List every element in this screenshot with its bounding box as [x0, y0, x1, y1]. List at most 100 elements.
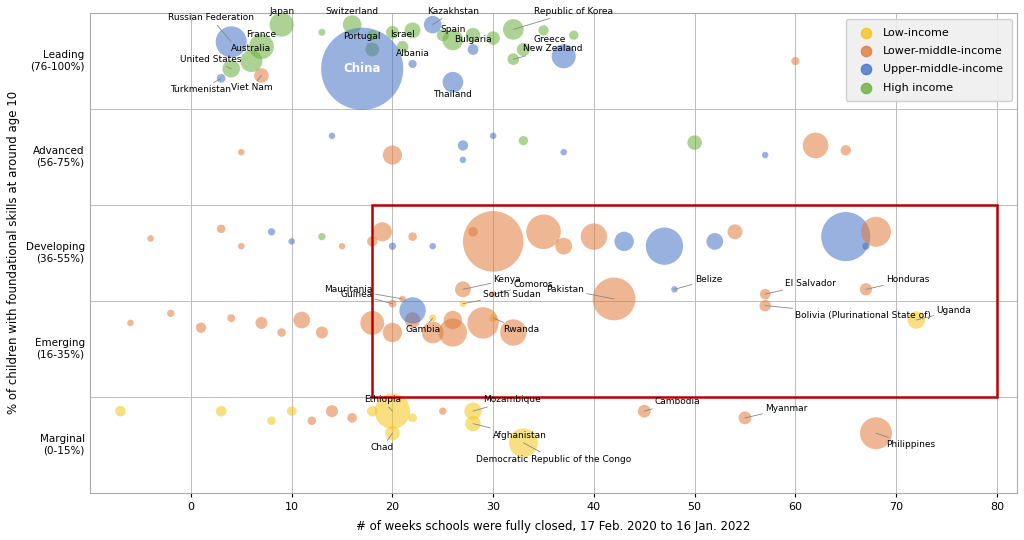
Point [686, 138, 702, 147]
Point [163, 309, 179, 318]
Text: France: France [247, 30, 276, 39]
Point [273, 328, 290, 337]
Point [444, 36, 461, 44]
Text: South Sudan: South Sudan [463, 289, 541, 303]
Text: Honduras: Honduras [866, 275, 930, 289]
Point [365, 31, 381, 39]
Point [384, 299, 400, 308]
Text: Spain: Spain [440, 25, 466, 34]
Point [404, 59, 421, 68]
Text: Comoros: Comoros [494, 280, 553, 294]
Point [807, 141, 823, 150]
Point [616, 237, 633, 246]
Point [858, 242, 874, 251]
Point [344, 21, 360, 29]
Point [404, 306, 421, 315]
Point [313, 28, 330, 37]
Text: Viet Nam: Viet Nam [230, 76, 272, 92]
Point [284, 407, 300, 415]
Point [757, 151, 773, 159]
Point [908, 316, 925, 325]
Point [434, 31, 451, 39]
Point [394, 295, 411, 303]
Point [555, 52, 571, 60]
Text: New Zealand: New Zealand [513, 44, 583, 59]
Text: Kenya: Kenya [463, 275, 521, 289]
Text: China: China [343, 62, 381, 75]
Point [707, 237, 723, 246]
Point [737, 414, 754, 422]
Point [505, 25, 521, 33]
Point [838, 146, 854, 154]
Point [294, 316, 310, 325]
Point [425, 314, 441, 322]
Point [465, 420, 481, 428]
Point [365, 319, 381, 327]
Point [444, 316, 461, 325]
Point [425, 242, 441, 251]
Point [384, 429, 400, 437]
Point [515, 137, 531, 145]
Point [757, 301, 773, 310]
Point [233, 148, 250, 157]
Point [505, 328, 521, 337]
Point [455, 156, 471, 164]
Point [867, 429, 884, 437]
Point [113, 407, 129, 415]
Point [485, 290, 502, 299]
Point [867, 227, 884, 236]
Point [465, 407, 481, 415]
Point [536, 26, 552, 35]
Point [425, 328, 441, 337]
Point [787, 57, 804, 65]
Text: Guinea: Guinea [340, 289, 392, 303]
Point [384, 407, 400, 415]
Text: Kazakhstan: Kazakhstan [427, 6, 479, 25]
Point [253, 42, 269, 51]
Point [213, 74, 229, 83]
Point [727, 227, 743, 236]
Point [384, 328, 400, 337]
Text: United States: United States [180, 55, 242, 69]
Point [505, 55, 521, 64]
Point [324, 407, 340, 415]
Point [475, 319, 492, 327]
Point [193, 323, 209, 332]
Point [485, 314, 502, 322]
Point [667, 285, 683, 294]
Point [838, 232, 854, 241]
Point [253, 319, 269, 327]
Point [384, 151, 400, 159]
Point [284, 237, 300, 246]
Point [213, 225, 229, 233]
Text: Portugal: Portugal [343, 32, 381, 50]
Point [404, 414, 421, 422]
Point [565, 31, 582, 39]
X-axis label: # of weeks schools were fully closed, 17 Feb. 2020 to 16 Jan. 2022: # of weeks schools were fully closed, 17… [356, 520, 751, 533]
Text: Ethiopia: Ethiopia [364, 395, 400, 411]
Text: Mozambique: Mozambique [473, 395, 541, 411]
Text: Philippines: Philippines [876, 433, 935, 449]
Point [485, 132, 502, 140]
Text: Belize: Belize [675, 275, 722, 289]
Point [404, 316, 421, 325]
Text: Switzerland: Switzerland [326, 6, 379, 16]
Point [263, 227, 280, 236]
Text: Israel: Israel [390, 30, 415, 39]
Y-axis label: % of children with foundational skills at around age 10: % of children with foundational skills a… [7, 91, 19, 415]
Text: Democratic Republic of the Congo: Democratic Republic of the Congo [476, 443, 631, 464]
Point [374, 227, 390, 236]
Text: Albania: Albania [395, 49, 429, 58]
Point [465, 31, 481, 39]
Point [555, 148, 571, 157]
Text: Australia: Australia [231, 44, 271, 53]
Text: Mauritania: Mauritania [324, 285, 402, 299]
Point [586, 232, 602, 241]
Point [223, 64, 240, 73]
Point [334, 242, 350, 251]
Point [384, 28, 400, 37]
Text: Uganda: Uganda [916, 306, 971, 320]
Point [858, 285, 874, 294]
Point [465, 227, 481, 236]
Legend: Low-income, Lower-middle-income, Upper-middle-income, High income: Low-income, Lower-middle-income, Upper-m… [846, 19, 1012, 102]
